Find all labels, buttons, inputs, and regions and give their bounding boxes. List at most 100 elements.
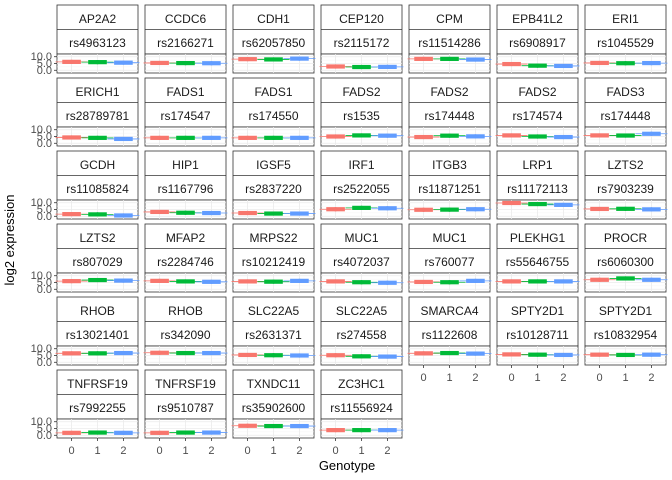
median-point	[385, 133, 390, 138]
strip-gene-label: FADS1	[254, 85, 292, 99]
strip-gene-label: ERICH1	[75, 85, 119, 99]
median-point	[333, 64, 338, 69]
median-point	[623, 276, 628, 281]
median-point	[649, 277, 654, 282]
median-point	[447, 133, 452, 138]
strip-gene-label: TNFRSF19	[155, 377, 216, 391]
strip-snp-label: rs62057850	[242, 36, 306, 50]
strip-gene-label: CDH1	[257, 12, 290, 26]
strip-gene-label: CEP120	[339, 12, 384, 26]
facet-panel: IGSF5 rs2837220	[231, 150, 316, 220]
median-point	[623, 352, 628, 358]
median-point	[95, 60, 100, 65]
strip-snp-label: rs760077	[424, 255, 474, 269]
strip-gene-label: EPB41L2	[512, 12, 563, 26]
strip-snp-label: rs174550	[248, 109, 298, 123]
strip-snp-label: rs6908917	[509, 36, 566, 50]
facet-panel: MRPS22 rs10212419	[231, 223, 316, 293]
facet-panel: FADS2 rs174448	[407, 77, 492, 147]
median-point	[649, 352, 654, 357]
strip-gene-label: PLEKHG1	[510, 231, 566, 245]
y-tick-label: 10.0	[31, 416, 52, 428]
median-point	[297, 278, 302, 283]
median-point	[509, 200, 514, 206]
median-point	[297, 353, 302, 358]
x-tick-label: 2	[472, 372, 478, 384]
strip-snp-label: rs2115172	[334, 36, 390, 50]
y-tick-label: 0.0	[37, 357, 52, 369]
y-tick-label: 0.0	[37, 65, 52, 77]
strip-snp-label: rs35902600	[242, 401, 306, 415]
strip-snp-label: rs174448	[424, 109, 474, 123]
facet-panel: SPTY2D1 rs10832954 0 1 2	[583, 296, 668, 384]
facet-panel: FADS3 rs174448	[583, 77, 668, 147]
median-point	[69, 279, 74, 284]
x-tick-label: 0	[69, 445, 75, 457]
median-point	[297, 56, 302, 61]
strip-gene-label: LZTS2	[607, 158, 643, 172]
strip-snp-label: rs10128711	[506, 328, 569, 342]
median-point	[421, 351, 426, 356]
median-point	[597, 277, 602, 282]
strip-snp-label: rs11172113	[507, 182, 568, 196]
median-point	[271, 57, 276, 62]
strip-snp-label: rs11871251	[418, 182, 481, 196]
median-point	[359, 280, 364, 285]
median-point	[333, 207, 338, 212]
facet-panel: RHOB rs13021401 0.05.010.0	[31, 296, 140, 369]
strip-gene-label: MRPS22	[249, 231, 297, 245]
median-point	[623, 133, 628, 138]
facet-panel: PLEKHG1 rs55646755	[495, 223, 580, 293]
y-tick-label: 5.0	[37, 350, 52, 362]
median-point	[69, 59, 74, 64]
facet-panel: CEP120 rs2115172	[319, 4, 404, 74]
facet-panel: ITGB3 rs11871251	[407, 150, 492, 220]
strip-gene-label: MFAP2	[166, 231, 206, 245]
y-tick-label: 5.0	[37, 204, 52, 216]
median-point	[245, 210, 250, 216]
strip-snp-label: rs1045529	[597, 36, 654, 50]
median-point	[561, 63, 566, 69]
y-tick-label: 10.0	[31, 51, 52, 63]
median-point	[297, 211, 302, 216]
median-point	[69, 430, 74, 435]
x-tick-label: 1	[534, 372, 540, 384]
strip-snp-label: rs11085824	[66, 182, 129, 196]
facet-panel: FADS1 rs174547	[143, 77, 228, 147]
median-point	[597, 206, 602, 212]
strip-snp-label: rs2631371	[245, 328, 302, 342]
x-tick-label: 2	[384, 445, 390, 457]
strip-gene-label: IRF1	[348, 158, 374, 172]
strip-gene-label: FADS2	[518, 85, 556, 99]
median-point	[183, 350, 188, 356]
facet-panel: FADS2 rs1535	[319, 77, 404, 147]
median-point	[157, 430, 162, 435]
median-point	[271, 353, 276, 358]
strip-snp-label: rs807029	[72, 255, 122, 269]
median-point	[95, 351, 100, 356]
median-point	[535, 63, 540, 68]
median-point	[535, 352, 540, 357]
median-point	[509, 133, 514, 138]
median-point	[121, 430, 126, 435]
x-tick-label: 2	[120, 445, 126, 457]
y-tick-label: 10.0	[31, 197, 52, 209]
median-point	[209, 135, 214, 140]
strip-gene-label: FADS2	[342, 85, 380, 99]
median-point	[333, 428, 338, 433]
strip-snp-label: rs4072037	[333, 255, 390, 269]
median-point	[473, 207, 478, 212]
median-point	[421, 56, 426, 61]
strip-snp-label: rs174448	[600, 109, 650, 123]
median-point	[597, 60, 602, 66]
strip-snp-label: rs274558	[336, 328, 386, 342]
strip-gene-label: TXNDC11	[247, 377, 301, 391]
x-tick-label: 1	[622, 372, 628, 384]
x-tick-label: 2	[560, 372, 566, 384]
strip-snp-label: rs10212419	[242, 255, 306, 269]
median-point	[209, 210, 214, 216]
y-tick-label: 10.0	[31, 343, 52, 355]
median-point	[271, 135, 276, 140]
strip-gene-label: CPM	[436, 12, 463, 26]
median-point	[385, 280, 390, 285]
